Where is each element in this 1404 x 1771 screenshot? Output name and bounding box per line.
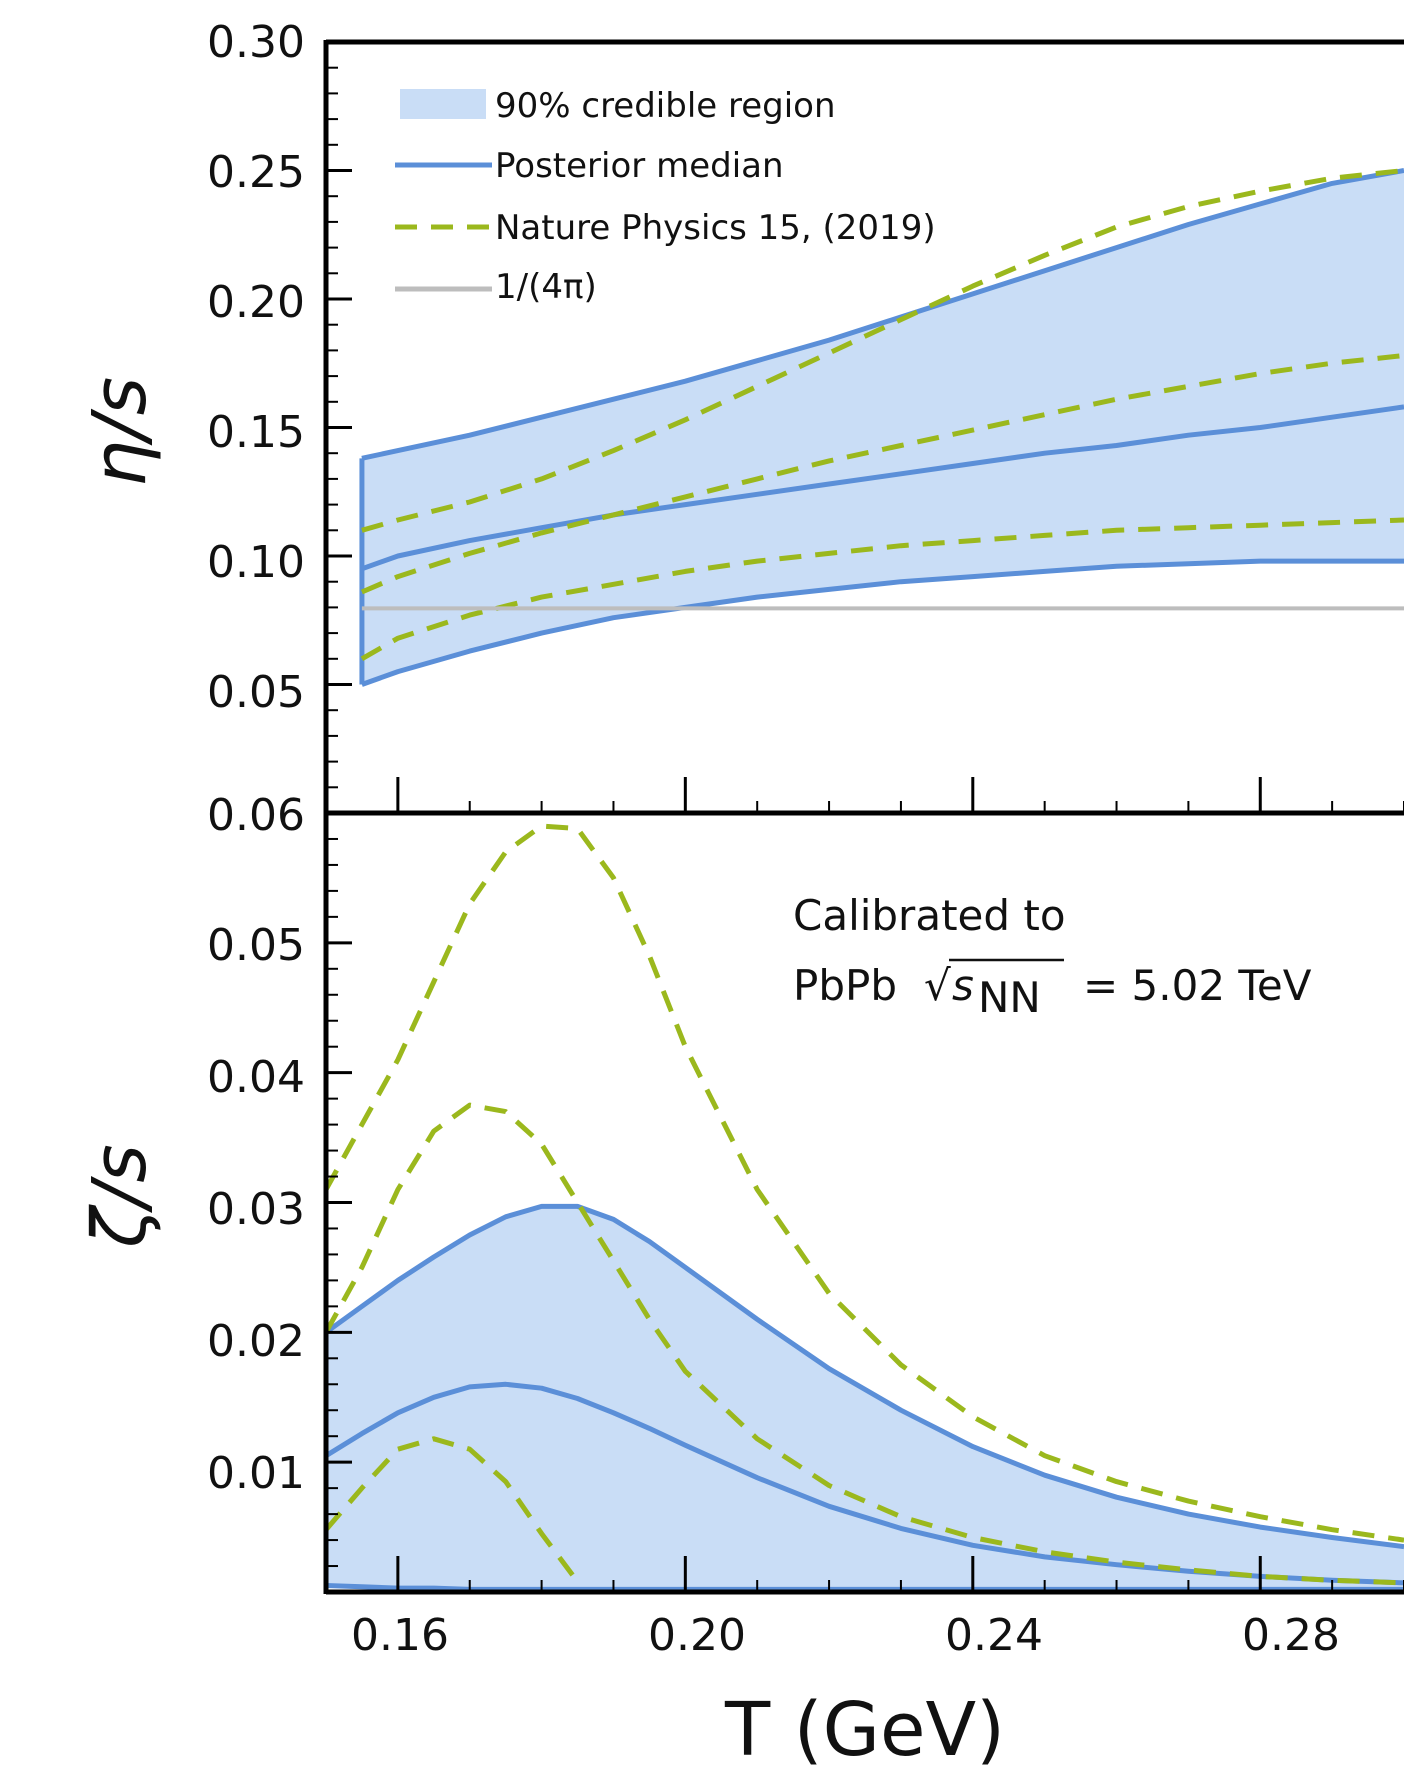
x-axis-label: T (GeV) [724, 1687, 1005, 1771]
y-tick-label: 0.20 [207, 277, 305, 328]
nature-physics-line [326, 1436, 580, 1584]
y-tick-label: 0.03 [207, 1184, 305, 1235]
nature-physics-line [360, 517, 1404, 661]
y-tick-label: 0.02 [207, 1316, 305, 1367]
annotation-sqrt: √ [924, 961, 951, 1010]
zeta-s-panel: 0.05 0.04 0.03 0.02 0.01 0.16 0.20 0.24 … [77, 811, 1404, 1771]
annotation-pbpb: PbPb [793, 961, 897, 1010]
annotation-s: s [952, 961, 974, 1010]
y-tick-label: 0.25 [207, 147, 305, 198]
eta-s-axis-label: η/s [77, 377, 163, 487]
nature-physics-line [361, 168, 1404, 533]
eta-s-y-tick-labels: 0.30 0.25 0.20 0.15 0.10 0.05 0.06 [207, 17, 305, 841]
annotation-energy: = 5.02 TeV [1083, 961, 1312, 1010]
y-tick-label: 0.05 [207, 667, 305, 718]
legend: 90% credible region Posterior median Nat… [395, 86, 936, 307]
legend-label: Posterior median [495, 146, 784, 186]
eta-s-panel: 0.30 0.25 0.20 0.15 0.10 0.05 0.06 η/s 9… [77, 17, 1404, 841]
y-tick-label: 0.30 [207, 17, 305, 68]
posterior-median-line [361, 404, 1404, 572]
legend-label: Nature Physics 15, (2019) [495, 208, 936, 248]
zeta-s-y-tick-labels: 0.05 0.04 0.03 0.02 0.01 [207, 920, 305, 1499]
calibration-annotation: Calibrated to PbPb √ s NN = 5.02 TeV [793, 891, 1312, 1022]
x-tick-label: 0.16 [351, 1610, 449, 1661]
zeta-s-plot-area [326, 823, 1404, 1592]
zeta-s-axis-label: ζ/s [77, 1144, 163, 1249]
x-tick-label: 0.24 [945, 1610, 1043, 1661]
legend-label: 1/(4π) [495, 267, 597, 307]
legend-swatch-band [400, 89, 486, 119]
axes-frame [323, 39, 1404, 1595]
x-tick-label: 0.20 [648, 1610, 746, 1661]
y-tick-label: 0.06 [207, 790, 305, 841]
y-tick-label: 0.15 [207, 407, 305, 458]
y-tick-label: 0.10 [207, 537, 305, 588]
y-tick-label: 0.01 [207, 1448, 305, 1499]
annotation-line-1: Calibrated to [793, 891, 1066, 940]
credible-region-band [361, 170, 1404, 685]
nature-physics-line [326, 823, 1404, 1543]
eta-s-plot-area [359, 168, 1404, 687]
legend-label: 90% credible region [495, 86, 836, 126]
y-tick-label: 0.05 [207, 920, 305, 971]
nature-physics-line [326, 1102, 1404, 1586]
x-tick-label: 0.28 [1242, 1610, 1340, 1661]
x-tick-labels: 0.16 0.20 0.24 0.28 [351, 1610, 1340, 1661]
credible-region-band [326, 1206, 1404, 1590]
annotation-nn: NN [978, 973, 1041, 1022]
nature-physics-line [360, 353, 1404, 595]
band-lower-edge [361, 558, 1404, 687]
band-upper-edge [361, 168, 1404, 461]
band-upper-edge [326, 1203, 1404, 1550]
y-tick-label: 0.04 [207, 1052, 305, 1103]
